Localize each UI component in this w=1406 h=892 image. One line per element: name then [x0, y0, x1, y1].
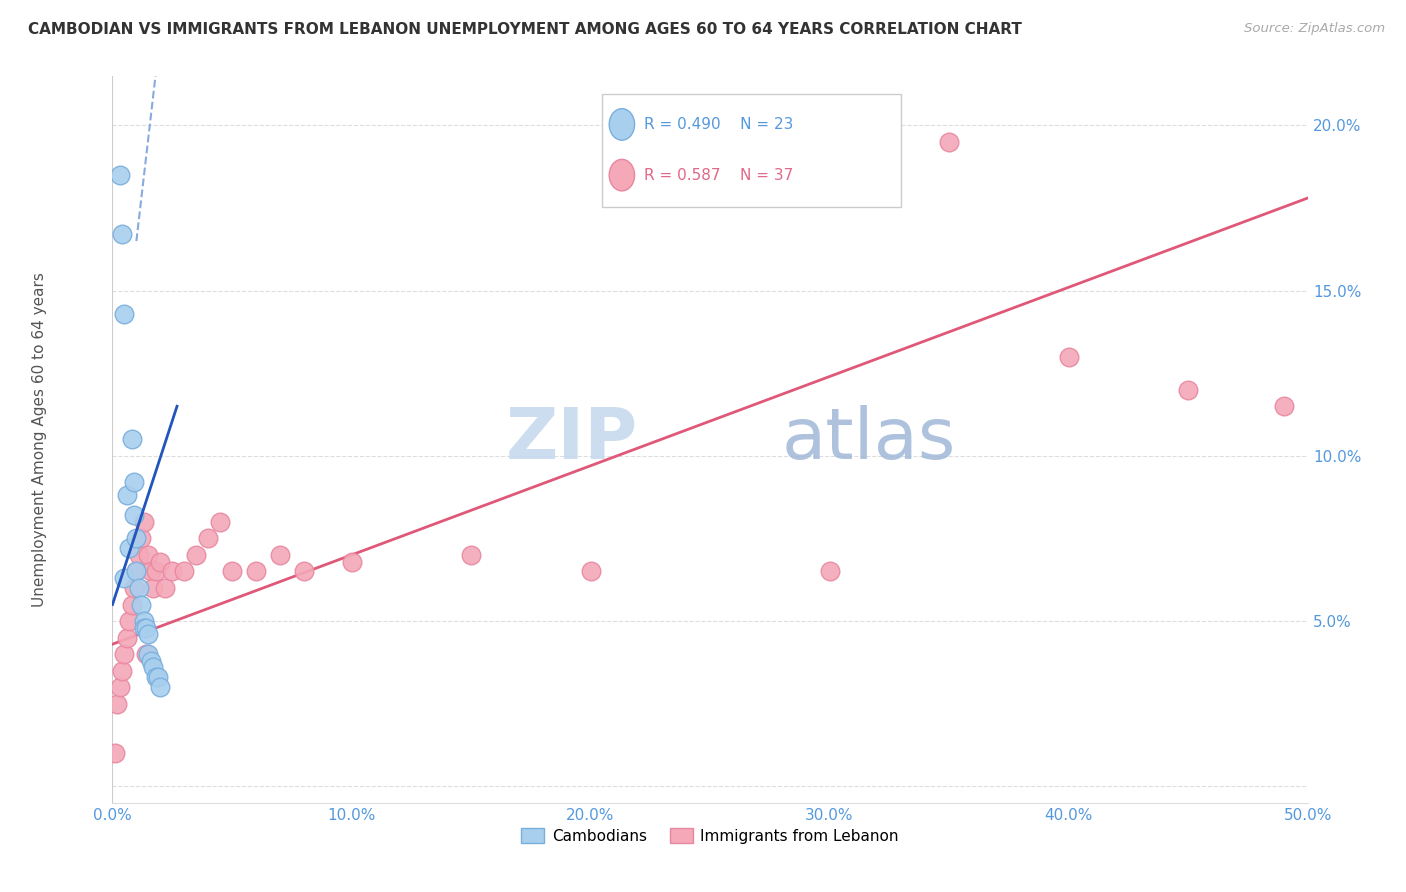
Point: [122, 475, 145, 490]
Point: [146, 670, 169, 684]
Point: [145, 670, 167, 684]
Point: [135, 647, 157, 661]
Point: [114, 571, 135, 585]
Y-axis label: Unemployment Among Ages 60 to 64 years: Unemployment Among Ages 60 to 64 years: [32, 272, 48, 607]
Point: [121, 432, 143, 446]
Point: [153, 581, 176, 595]
Point: [197, 532, 219, 546]
Point: [162, 565, 183, 579]
Point: [221, 565, 243, 579]
Point: [1177, 383, 1199, 397]
Point: [142, 660, 165, 674]
Point: [938, 135, 960, 149]
Text: Source: ZipAtlas.com: Source: ZipAtlas.com: [1244, 22, 1385, 36]
Text: CAMBODIAN VS IMMIGRANTS FROM LEBANON UNEMPLOYMENT AMONG AGES 60 TO 64 YEARS CORR: CAMBODIAN VS IMMIGRANTS FROM LEBANON UNE…: [28, 22, 1022, 37]
Point: [579, 565, 602, 579]
Point: [269, 548, 291, 562]
Point: [105, 697, 128, 711]
Point: [209, 515, 232, 529]
Point: [122, 581, 145, 595]
Point: [132, 614, 155, 628]
Point: [1272, 399, 1295, 413]
Point: [111, 227, 134, 242]
Point: [139, 565, 162, 579]
Point: [132, 515, 155, 529]
Point: [108, 168, 131, 182]
Point: [118, 541, 141, 556]
Point: [115, 631, 138, 645]
Point: [115, 488, 138, 502]
Point: [292, 565, 315, 579]
Text: atlas: atlas: [782, 405, 956, 474]
Point: [149, 555, 172, 569]
Point: [145, 565, 167, 579]
Point: [122, 508, 145, 523]
Point: [125, 565, 148, 579]
Point: [340, 555, 363, 569]
Point: [818, 565, 841, 579]
Point: [245, 565, 267, 579]
Point: [125, 565, 148, 579]
Point: [128, 581, 150, 595]
Point: [138, 627, 160, 641]
Point: [104, 746, 127, 760]
Point: [1057, 350, 1080, 364]
Point: [135, 621, 157, 635]
Point: [121, 598, 143, 612]
Point: [138, 548, 160, 562]
Point: [128, 548, 150, 562]
Point: [186, 548, 208, 562]
Legend: Cambodians, Immigrants from Lebanon: Cambodians, Immigrants from Lebanon: [515, 822, 905, 850]
Point: [149, 680, 172, 694]
Point: [129, 598, 152, 612]
Point: [108, 680, 131, 694]
Point: [111, 664, 134, 678]
Point: [138, 647, 160, 661]
Point: [114, 307, 135, 321]
Point: [125, 532, 148, 546]
Point: [460, 548, 482, 562]
Point: [173, 565, 195, 579]
Point: [139, 654, 162, 668]
Point: [142, 581, 165, 595]
Point: [114, 647, 135, 661]
Text: ZIP: ZIP: [506, 405, 638, 474]
Point: [118, 614, 141, 628]
Point: [129, 532, 152, 546]
Point: [132, 621, 155, 635]
